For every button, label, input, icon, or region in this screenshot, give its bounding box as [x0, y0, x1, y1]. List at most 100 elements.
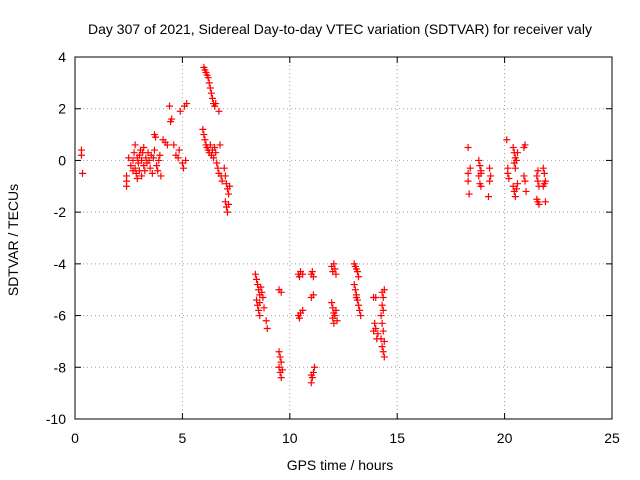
data-point	[146, 164, 154, 172]
data-point	[374, 330, 382, 338]
data-point	[372, 293, 380, 301]
data-point	[278, 366, 286, 374]
x-tick-label: 20	[497, 430, 513, 446]
data-point	[141, 167, 149, 175]
y-tick-label: 0	[58, 152, 66, 168]
data-point	[154, 167, 162, 175]
y-tick-label: -8	[54, 359, 67, 375]
data-point	[299, 306, 307, 314]
data-point	[199, 125, 207, 133]
data-point	[220, 164, 228, 172]
data-point	[221, 172, 229, 180]
data-point	[511, 164, 519, 172]
data-point	[534, 167, 542, 175]
data-point	[263, 325, 271, 332]
data-point	[539, 164, 547, 172]
data-point	[262, 317, 270, 325]
data-point	[331, 265, 339, 273]
data-point	[484, 193, 492, 201]
x-tick-label: 0	[71, 430, 79, 446]
data-point	[464, 144, 472, 151]
data-point	[179, 164, 187, 172]
data-point	[166, 102, 174, 110]
data-point	[127, 162, 135, 170]
data-point	[512, 156, 520, 164]
data-point	[182, 156, 190, 164]
data-point	[380, 286, 388, 294]
data-point	[208, 94, 216, 102]
data-point	[353, 268, 361, 276]
data-point	[535, 200, 543, 208]
chart-title: Day 307 of 2021, Sidereal Day-to-day VTE…	[88, 21, 592, 37]
data-point	[200, 131, 208, 139]
data-point	[277, 358, 285, 366]
data-point	[163, 141, 171, 149]
data-point	[149, 154, 157, 162]
data-point	[509, 144, 517, 151]
data-point	[505, 175, 513, 183]
data-point	[379, 306, 387, 314]
data-point	[207, 89, 215, 97]
data-point	[464, 177, 472, 185]
data-point	[533, 172, 541, 180]
y-tick-label: -2	[54, 204, 67, 220]
data-point	[512, 185, 520, 193]
data-point	[225, 200, 233, 208]
data-point	[476, 162, 484, 170]
data-point	[226, 182, 234, 190]
data-point	[211, 144, 219, 151]
grid	[75, 57, 612, 419]
data-point	[138, 172, 146, 180]
data-point	[511, 193, 519, 201]
data-point	[170, 141, 178, 149]
data-point	[355, 273, 363, 281]
data-point	[379, 327, 387, 335]
y-tick-label: -6	[54, 308, 67, 324]
data-point	[513, 180, 521, 188]
data-point	[521, 177, 529, 185]
y-tick-label: -10	[46, 411, 66, 427]
data-point	[138, 156, 146, 164]
data-point	[466, 164, 474, 172]
data-point	[256, 312, 264, 320]
data-point	[155, 156, 163, 164]
data-point	[218, 177, 226, 185]
data-point	[214, 164, 222, 172]
data-point	[309, 291, 317, 299]
data-point	[256, 299, 264, 307]
data-point	[295, 273, 303, 281]
data-point	[148, 169, 156, 177]
data-point	[157, 172, 165, 180]
data-point	[378, 343, 386, 351]
y-tick-label: 2	[58, 101, 66, 117]
data-point	[308, 268, 316, 276]
data-point	[357, 312, 365, 320]
data-point	[79, 169, 87, 177]
x-tick-label: 15	[389, 430, 405, 446]
data-point	[133, 175, 141, 183]
data-point	[477, 169, 485, 177]
axis-ticks: 0 5 10 15 20 25 -10 -8 -6 -4 -2 0 2 4	[46, 49, 620, 446]
data-point	[152, 133, 160, 141]
data-point	[277, 374, 285, 382]
data-point	[465, 190, 473, 198]
data-point	[540, 180, 548, 188]
data-point	[540, 169, 548, 177]
plot-frame	[74, 56, 613, 420]
data-point	[175, 146, 183, 154]
data-point	[330, 260, 338, 268]
data-point	[503, 136, 511, 144]
data-point	[216, 141, 224, 149]
data-point	[520, 172, 528, 180]
data-point	[131, 141, 139, 149]
data-point	[140, 144, 148, 151]
data-point	[125, 154, 133, 162]
data-point	[331, 312, 339, 320]
data-point	[212, 100, 220, 108]
data-point	[206, 84, 214, 92]
data-point	[332, 306, 340, 314]
x-tick-label: 10	[282, 430, 298, 446]
data-point	[257, 283, 265, 291]
data-point	[225, 190, 233, 198]
